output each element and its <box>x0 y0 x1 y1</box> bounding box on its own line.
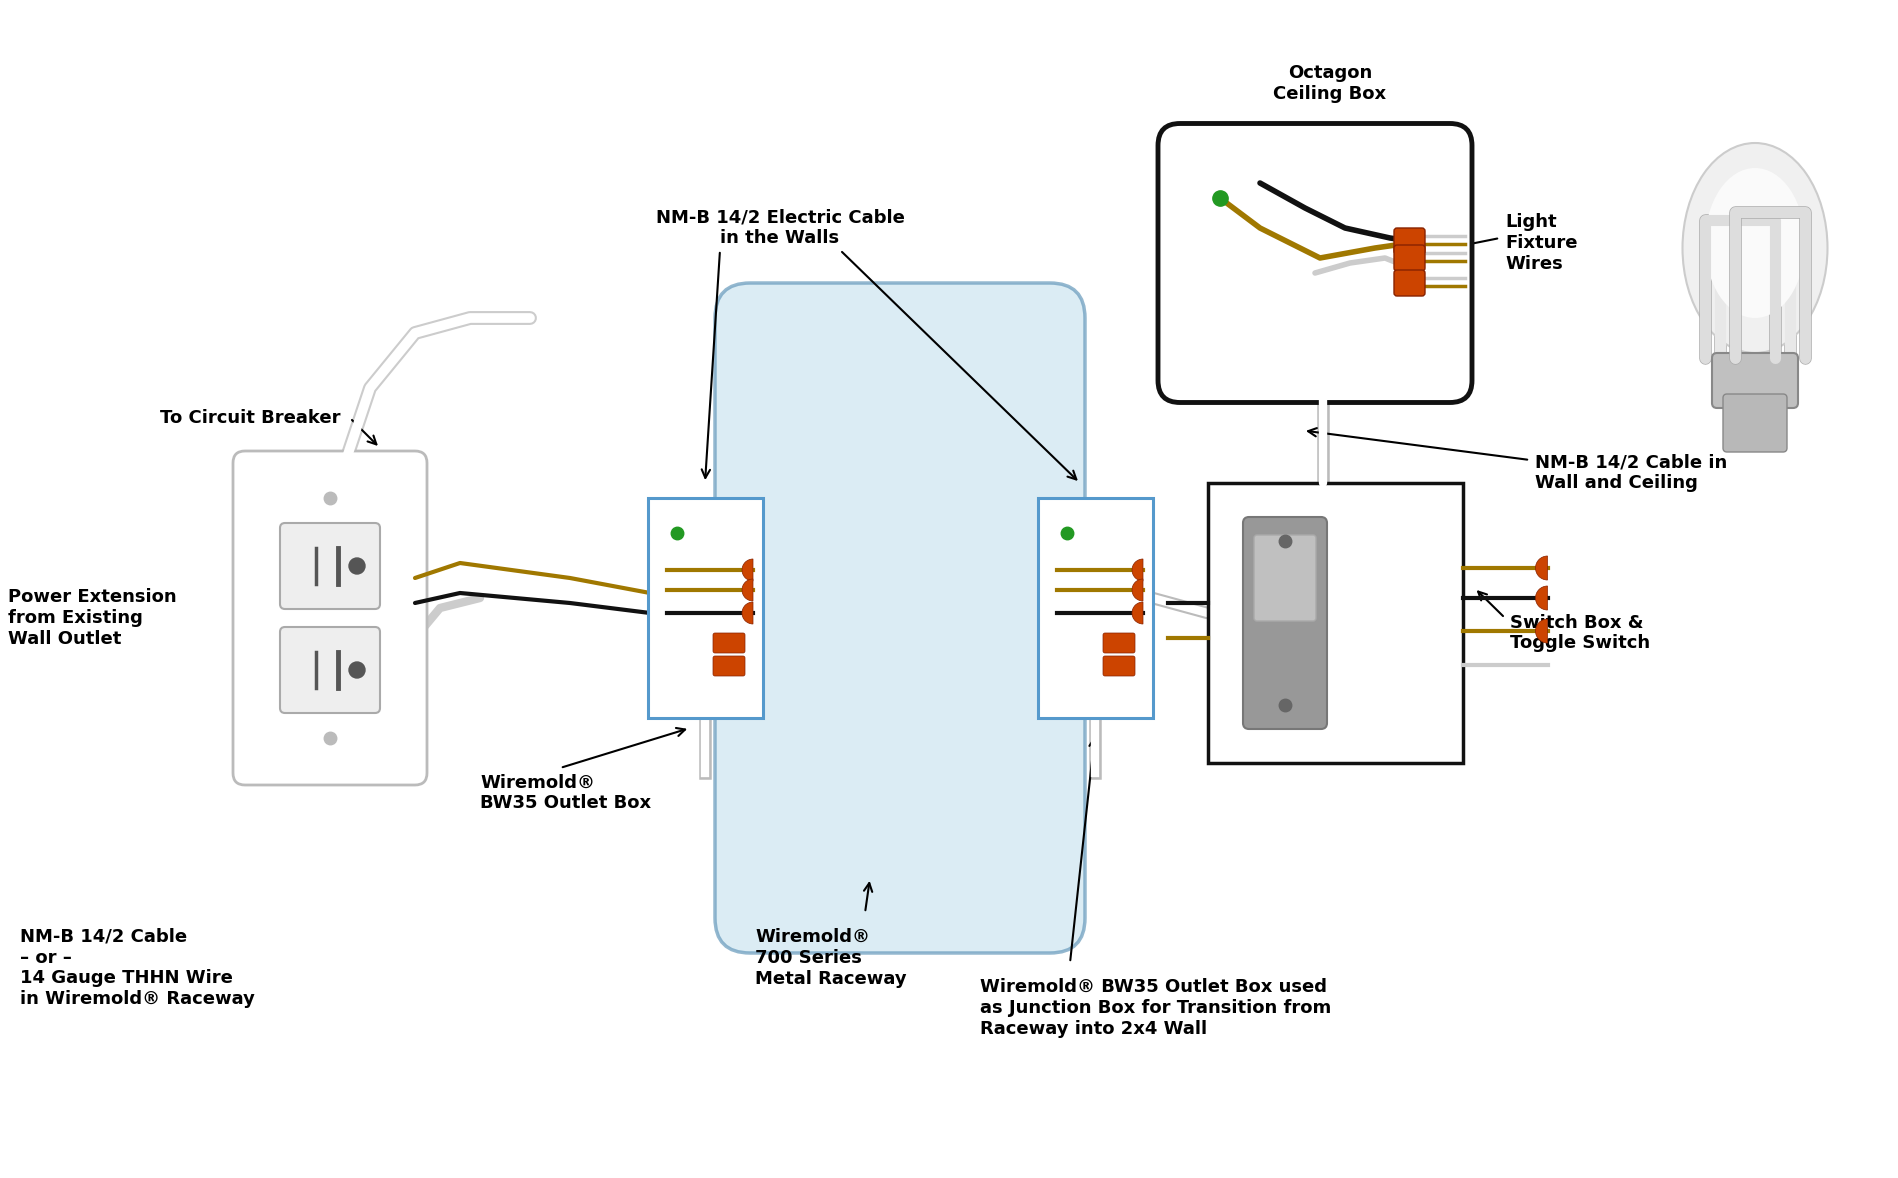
Ellipse shape <box>1704 168 1805 318</box>
Wedge shape <box>1131 602 1143 624</box>
Wedge shape <box>742 602 754 624</box>
FancyBboxPatch shape <box>1393 229 1425 254</box>
FancyBboxPatch shape <box>647 498 763 719</box>
FancyBboxPatch shape <box>281 523 380 609</box>
FancyBboxPatch shape <box>1393 270 1425 296</box>
FancyBboxPatch shape <box>714 656 746 676</box>
Text: NM-B 14/2 Cable in
Wall and Ceiling: NM-B 14/2 Cable in Wall and Ceiling <box>1535 454 1727 492</box>
FancyBboxPatch shape <box>1243 517 1327 729</box>
Wedge shape <box>1535 618 1547 643</box>
FancyBboxPatch shape <box>1255 535 1315 621</box>
Wedge shape <box>1535 556 1547 580</box>
Circle shape <box>349 662 364 679</box>
Text: NM-B 14/2 Electric Cable
in the Walls: NM-B 14/2 Electric Cable in the Walls <box>655 209 905 247</box>
Wedge shape <box>742 580 754 601</box>
Wedge shape <box>1535 585 1547 610</box>
Text: Power Extension
from Existing
Wall Outlet: Power Extension from Existing Wall Outle… <box>8 588 177 648</box>
FancyBboxPatch shape <box>1103 656 1135 676</box>
Text: Wiremold®
700 Series
Metal Raceway: Wiremold® 700 Series Metal Raceway <box>755 928 907 988</box>
Text: To Circuit Breaker: To Circuit Breaker <box>159 409 340 426</box>
FancyBboxPatch shape <box>1207 483 1463 763</box>
FancyBboxPatch shape <box>1723 393 1788 452</box>
Text: Wiremold® BW35 Outlet Box used
as Junction Box for Transition from
Raceway into : Wiremold® BW35 Outlet Box used as Juncti… <box>979 978 1330 1038</box>
FancyBboxPatch shape <box>1103 633 1135 653</box>
FancyBboxPatch shape <box>714 633 746 653</box>
FancyBboxPatch shape <box>1712 353 1797 408</box>
Wedge shape <box>1131 560 1143 581</box>
Text: Switch Box &
Toggle Switch: Switch Box & Toggle Switch <box>1511 614 1649 653</box>
Ellipse shape <box>1682 143 1828 353</box>
FancyBboxPatch shape <box>1158 124 1473 403</box>
Wedge shape <box>742 560 754 581</box>
Text: Octagon
Ceiling Box: Octagon Ceiling Box <box>1274 64 1387 102</box>
Circle shape <box>349 558 364 574</box>
FancyBboxPatch shape <box>1038 498 1152 719</box>
FancyBboxPatch shape <box>281 627 380 713</box>
Text: Wiremold®
BW35 Outlet Box: Wiremold® BW35 Outlet Box <box>480 774 651 813</box>
Text: NM-B 14/2 Cable
– or –
14 Gauge THHN Wire
in Wiremold® Raceway: NM-B 14/2 Cable – or – 14 Gauge THHN Wir… <box>21 928 254 1008</box>
FancyBboxPatch shape <box>716 283 1086 953</box>
FancyBboxPatch shape <box>233 451 427 785</box>
Wedge shape <box>1131 580 1143 601</box>
FancyBboxPatch shape <box>1393 245 1425 271</box>
Text: Light
Fixture
Wires: Light Fixture Wires <box>1505 213 1577 273</box>
